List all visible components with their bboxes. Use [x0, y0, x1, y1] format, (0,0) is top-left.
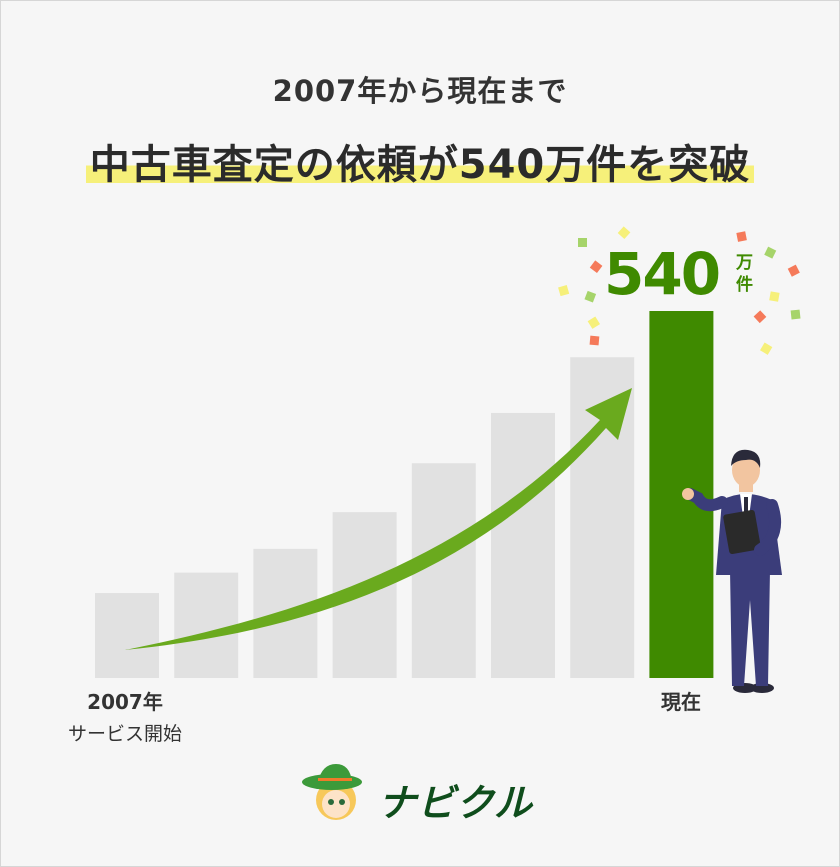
confetti-piece	[736, 231, 747, 242]
confetti-piece	[584, 290, 597, 303]
highlight-unit: 万件	[736, 253, 753, 295]
confetti-piece	[589, 260, 603, 274]
confetti-piece	[589, 335, 600, 346]
businessman-illustration	[682, 449, 782, 693]
x-label-end: 現在	[661, 690, 701, 714]
confetti-piece	[753, 310, 767, 324]
confetti-piece	[587, 316, 601, 329]
x-label-start: 2007年 サービス開始	[67, 690, 182, 745]
confetti-piece	[759, 342, 773, 355]
bar	[174, 572, 239, 678]
bar-current	[649, 311, 714, 678]
confetti-piece	[617, 226, 631, 240]
page-title: 中古車査定の依頼が540万件を突破	[85, 132, 755, 190]
confetti-piece	[769, 291, 780, 302]
confetti-piece	[787, 264, 800, 277]
bar	[411, 463, 476, 678]
subtitle: 2007年から現在まで	[272, 74, 568, 108]
bar	[95, 593, 159, 678]
confetti-piece	[558, 285, 570, 297]
confetti-piece	[578, 238, 587, 247]
confetti-decoration	[558, 226, 801, 355]
highlight-value: 540	[604, 240, 721, 308]
bar	[491, 412, 555, 678]
confetti-piece	[790, 309, 801, 320]
confetti-piece	[764, 246, 777, 259]
brand-logo: ナビクル	[378, 781, 533, 825]
